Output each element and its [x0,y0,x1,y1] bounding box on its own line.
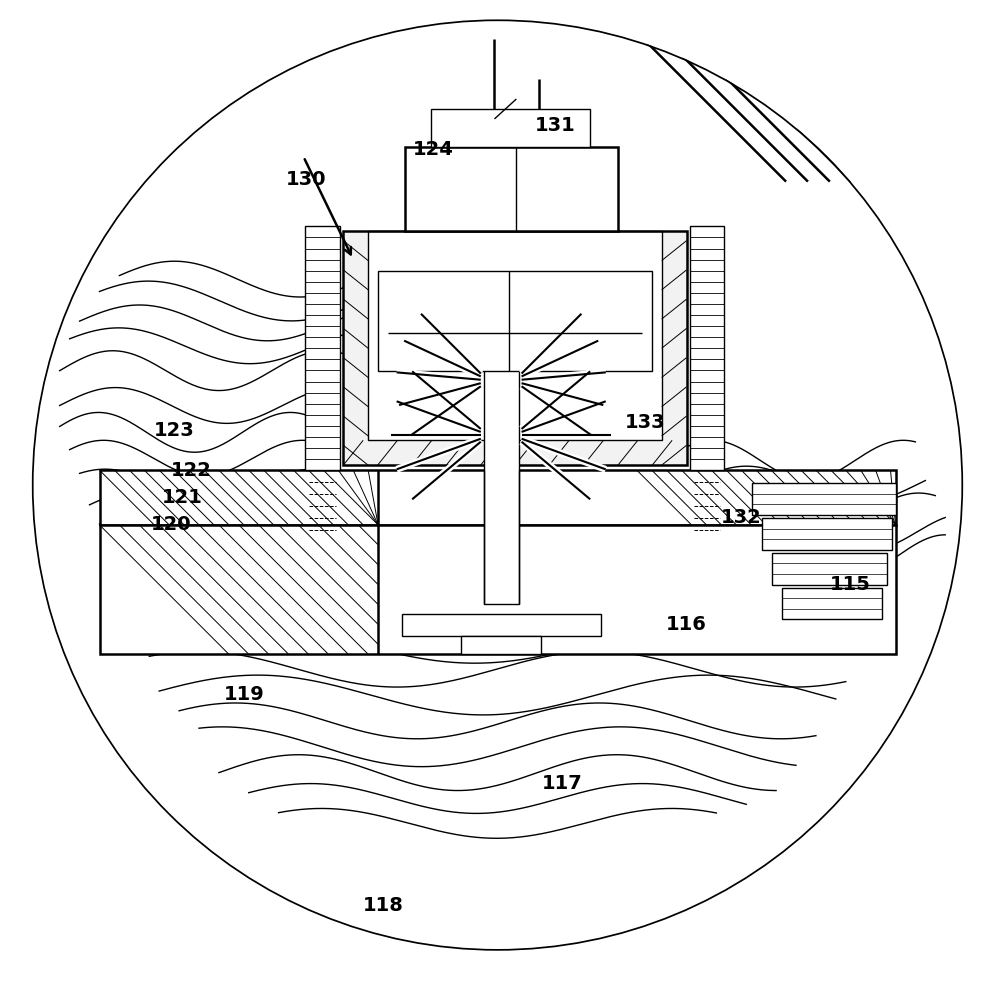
Bar [771,553,886,585]
Text: 121: 121 [161,488,203,507]
Text: 133: 133 [624,413,664,432]
Bar [402,614,600,636]
Text: 118: 118 [362,896,404,915]
Bar [689,226,724,470]
Text: 115: 115 [829,575,871,594]
Bar [483,366,518,604]
Text: 130: 130 [286,170,326,189]
Text: 124: 124 [412,140,453,159]
Bar [368,231,661,440]
Text: 120: 120 [151,515,191,534]
Bar [378,271,651,371]
Bar [305,226,340,470]
Bar [405,147,617,231]
Bar [343,231,686,465]
Bar [343,231,686,465]
Bar [99,525,895,654]
Text: 132: 132 [721,508,760,527]
Bar [430,109,589,147]
Bar [461,636,541,654]
Text: 117: 117 [542,774,581,793]
Circle shape [32,19,962,951]
Text: 122: 122 [170,461,212,480]
Bar [99,470,895,525]
Text: 116: 116 [665,615,707,634]
Bar [751,483,896,515]
Text: 123: 123 [154,421,194,440]
Text: 131: 131 [535,116,575,135]
Bar [781,588,881,619]
Text: 119: 119 [224,685,263,704]
Bar [761,518,891,550]
